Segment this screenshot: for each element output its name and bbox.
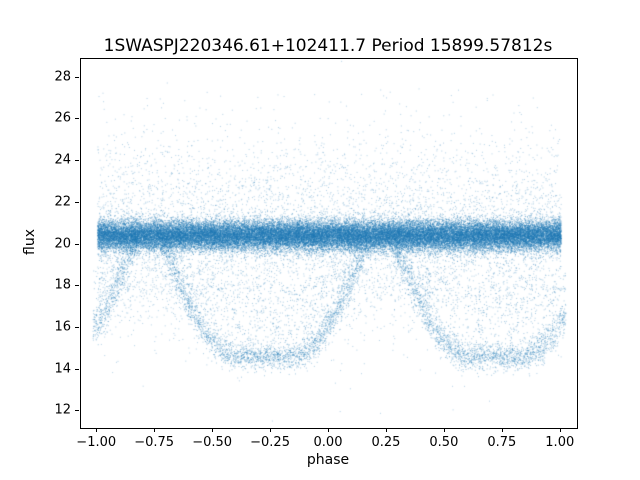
x-tick-mark: [559, 428, 561, 432]
scatter-plot-canvas: [81, 59, 577, 428]
y-tick-label: 12: [54, 402, 71, 418]
y-tick-mark: [75, 201, 79, 203]
y-tick-mark: [75, 160, 79, 162]
x-tick-mark: [212, 428, 214, 432]
y-tick-mark: [75, 326, 79, 328]
axes-area: [80, 58, 578, 429]
y-tick-mark: [75, 285, 79, 287]
y-tick-label: 20: [54, 236, 71, 252]
y-tick-label: 26: [54, 110, 71, 126]
y-tick-label: 16: [54, 319, 71, 335]
x-tick-mark: [443, 428, 445, 432]
y-tick-mark: [75, 76, 79, 78]
x-tick-mark: [501, 428, 503, 432]
y-tick-mark: [75, 368, 79, 370]
x-tick-mark: [154, 428, 156, 432]
x-tick-label: 0.25: [371, 435, 401, 450]
plot-title: 1SWASPJ220346.61+102411.7 Period 15899.5…: [103, 36, 553, 56]
y-tick-label: 18: [54, 277, 71, 293]
y-tick-mark: [75, 410, 79, 412]
y-tick-mark: [75, 118, 79, 120]
x-tick-mark: [385, 428, 387, 432]
x-tick-mark: [96, 428, 98, 432]
x-tick-mark: [270, 428, 272, 432]
x-axis-label: phase: [306, 452, 350, 468]
x-tick-label: 0.75: [487, 435, 517, 450]
y-tick-label: 28: [54, 69, 71, 85]
y-tick-label: 22: [54, 194, 71, 210]
x-tick-label: −0.50: [192, 435, 233, 450]
x-tick-mark: [328, 428, 329, 432]
x-tick-label: −0.25: [250, 435, 290, 450]
x-tick-label: 1.00: [545, 435, 575, 450]
x-tick-label: 0.50: [429, 435, 459, 450]
y-tick-mark: [75, 243, 79, 245]
y-tick-label: 24: [54, 152, 71, 168]
x-tick-label: 0.00: [313, 435, 343, 450]
x-tick-label: −1.00: [76, 435, 117, 450]
y-axis-label: flux: [22, 229, 38, 255]
x-tick-label: −0.75: [134, 435, 175, 450]
y-tick-label: 14: [54, 361, 71, 377]
